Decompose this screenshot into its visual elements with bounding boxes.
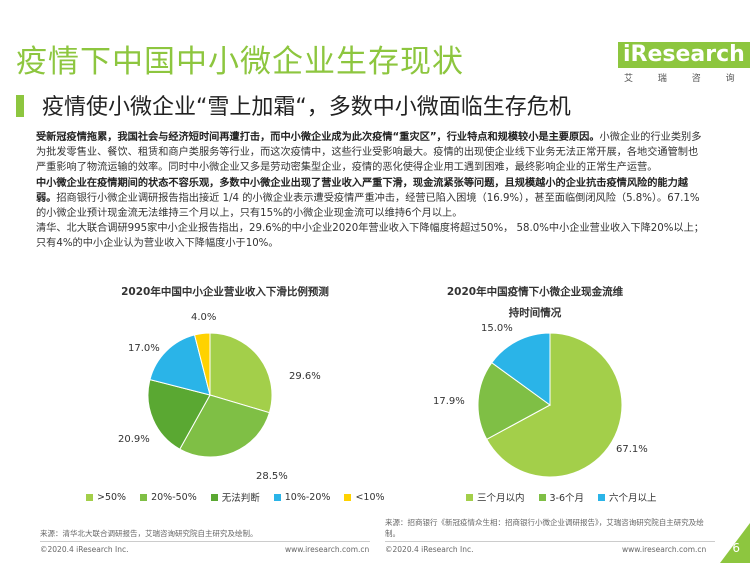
chart2-title-line2: 持时间情况 — [508, 307, 562, 319]
paragraph-2-bold: 中小微企业在疫情期间的状态不容乐观，多数中小微企业出现了营业收入严重下滑，现金流… — [36, 177, 688, 204]
logo-wordmark: iResearch — [618, 42, 750, 68]
legend-item: 20%-50% — [140, 490, 197, 504]
legend-swatch — [466, 493, 473, 501]
legend-label: >50% — [97, 491, 127, 503]
legend-item: >50% — [86, 490, 126, 504]
chart2-slice-1 — [478, 361, 551, 440]
chart1-title: 2020年中国中小企业营业收入下滑比例预测 — [121, 286, 329, 298]
footer-url-left[interactable]: www.iresearch.com.cn — [285, 545, 370, 554]
legend-item: 3-6个月 — [538, 490, 585, 504]
chart2-slice-2 — [491, 333, 551, 406]
chart1-source: 来源：清华北大联合调研报告，艾瑞咨询研究院自主研究及绘制。 — [40, 529, 258, 538]
logo-chinese-name: 艾 瑞 咨 询 — [624, 74, 746, 84]
chart2-slice-0 — [486, 333, 622, 477]
chart2-pie — [478, 333, 622, 477]
paragraph-2: 中小微企业在疫情期间的状态不容乐观，多数中小微企业出现了营业收入严重下滑，现金流… — [36, 176, 706, 222]
chart1-pie — [148, 333, 272, 457]
legend-swatch — [210, 493, 218, 501]
page-corner-decoration — [720, 523, 750, 563]
chart1-label-lt10: 4.0% — [191, 312, 217, 323]
legend-item: <10% — [344, 490, 385, 504]
legend-item: 三个月以内 — [466, 490, 525, 504]
paragraph-1-rest: 小微企业的行业类别多为批发零售业、餐饮、租赁和商户类服务等行业，而这次疫情中，这… — [36, 132, 702, 174]
legend-label: 三个月以内 — [477, 493, 525, 504]
legend-item: 六个月以上 — [598, 490, 657, 504]
footer-copyright-right: ©2020.4 iResearch Inc. — [385, 545, 474, 554]
legend-label: 20%-50% — [151, 491, 197, 503]
subtitle-accent-bar — [16, 95, 24, 117]
legend-item: 10%-20% — [273, 490, 331, 504]
legend-label: 3-6个月 — [549, 493, 585, 504]
chart2-label-3m: 67.1% — [616, 444, 648, 455]
body-text: 受新冠疫情拖累，我国社会与经济短时间再遭打击，而中小微企业成为此次疫情“重灾区”… — [36, 130, 706, 252]
footer-copyright-left: ©2020.4 iResearch Inc. — [40, 545, 129, 554]
legend-item: 无法判断 — [210, 490, 260, 504]
footer-rule-right — [385, 541, 715, 542]
chart1-legend: >50% 20%-50% 无法判断 10%-20% <10% — [86, 490, 385, 504]
paragraph-3: 清华、北大联合调研995家中小企业报告指出，29.6%的中小企业2020年营业收… — [36, 223, 704, 250]
legend-label: 无法判断 — [221, 493, 260, 504]
chart1-label-gt50: 29.6% — [289, 371, 321, 382]
paragraph-1-bold: 受新冠疫情拖累，我国社会与经济短时间再遭打击，而中小微企业成为此次疫情“重灾区”… — [36, 132, 600, 143]
legend-swatch — [344, 493, 352, 501]
paragraph-1: 受新冠疫情拖累，我国社会与经济短时间再遭打击，而中小微企业成为此次疫情“重灾区”… — [36, 130, 706, 176]
chart2-source: 来源：招商银行《新冠疫情众生相：招商银行小微企业调研报告》，艾瑞咨询研究院自主研… — [385, 518, 704, 538]
chart1-label-10-20: 17.0% — [128, 343, 160, 354]
legend-swatch — [538, 493, 546, 501]
legend-swatch — [86, 493, 93, 501]
legend-label: 10%-20% — [284, 491, 331, 503]
page-number: 6 — [732, 541, 740, 555]
chart1-slice-3 — [149, 334, 211, 396]
page-subtitle: 疫情使小微企业“雪上加霜“，多数中小微面临生存危机 — [42, 95, 571, 120]
chart1-slice-1 — [179, 394, 271, 457]
iresearch-logo: iResearch 艾 瑞 咨 询 — [618, 42, 750, 84]
paragraph-2-rest: 招商银行小微企业调研报告指出接近 1/4 的小微企业表示遭受疫情严重冲击，经营已… — [36, 192, 700, 220]
chart2-title-line1: 2020年中国疫情下小微企业现金流维 — [446, 286, 624, 298]
chart2-legend: 三个月以内 3-6个月 六个月以上 — [466, 490, 657, 504]
chart1-slice-0 — [209, 333, 272, 414]
chart1-label-20-50: 28.5% — [256, 471, 288, 482]
chart1-slice-4 — [193, 333, 211, 396]
footer-rule-left — [40, 541, 370, 542]
legend-label: 六个月以上 — [609, 493, 657, 504]
page-title: 疫情下中国中小微企业生存现状 — [16, 44, 464, 80]
chart1-slice-2 — [148, 378, 211, 450]
footer-url-right[interactable]: www.iresearch.com.cn — [622, 545, 707, 554]
legend-label: <10% — [355, 491, 385, 503]
legend-swatch — [598, 493, 606, 501]
chart2-label-6m: 15.0% — [481, 323, 513, 334]
chart2-label-3-6m: 17.9% — [433, 396, 465, 407]
chart1-label-unknown: 20.9% — [118, 434, 150, 445]
legend-swatch — [140, 493, 148, 501]
legend-swatch — [273, 493, 281, 501]
